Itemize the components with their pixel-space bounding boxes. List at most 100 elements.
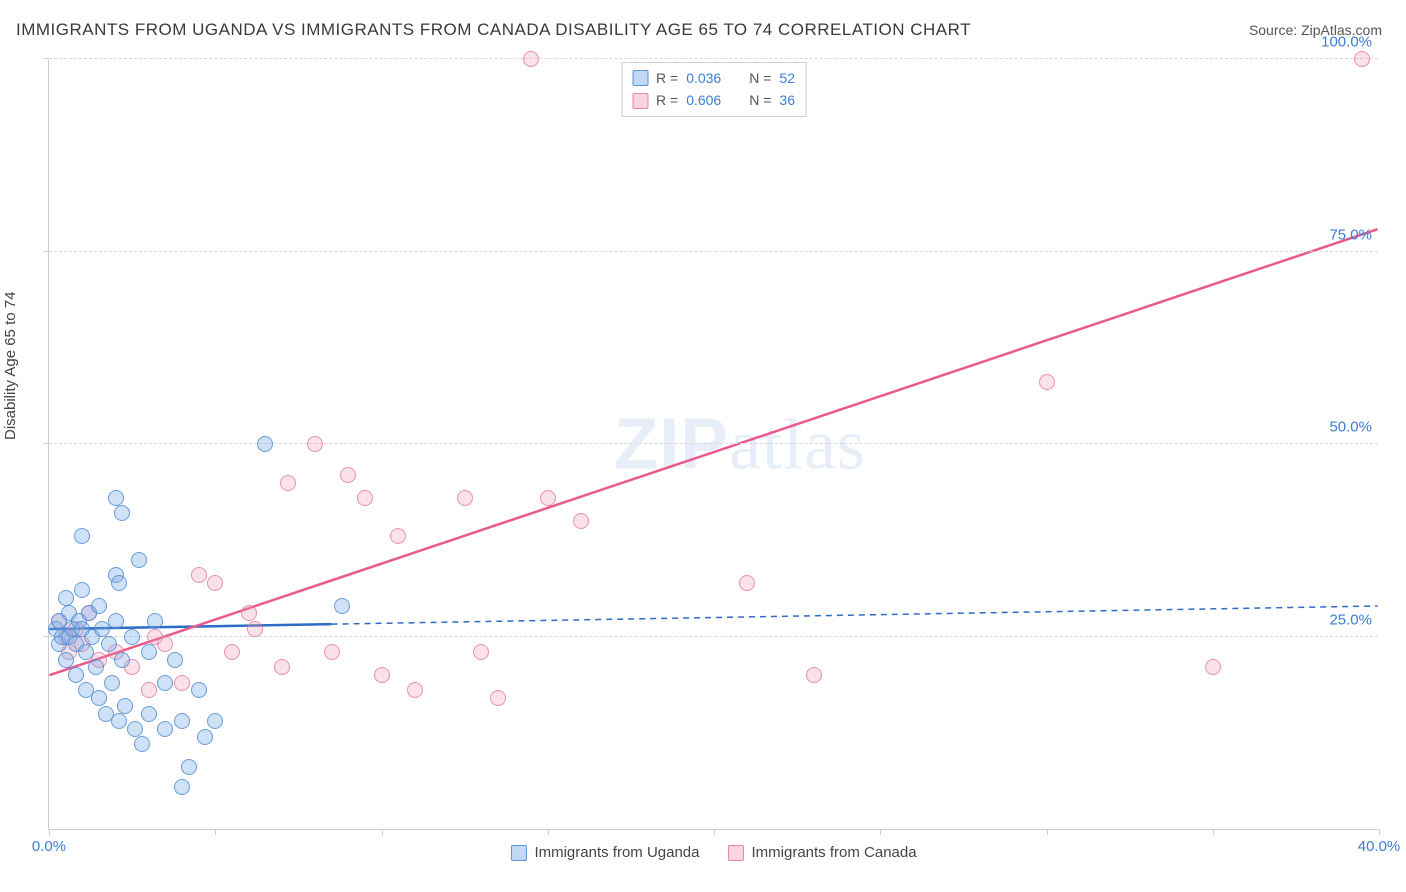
scatter-point-canada [739,575,755,591]
x-tick-label: 0.0% [32,838,66,855]
gridline [49,251,1378,252]
chart-title: IMMIGRANTS FROM UGANDA VS IMMIGRANTS FRO… [16,20,971,40]
scatter-point-canada [174,675,190,691]
scatter-point-canada [490,690,506,706]
scatter-point-uganda [207,713,223,729]
scatter-point-canada [340,467,356,483]
x-tick-mark [49,829,50,835]
x-tick-mark [548,829,549,835]
scatter-point-uganda [111,575,127,591]
r-label: R = [656,67,678,89]
scatter-point-canada [307,436,323,452]
scatter-point-canada [523,51,539,67]
scatter-point-uganda [58,590,74,606]
y-axis-label: Disability Age 65 to 74 [2,292,19,440]
y-tick-mark [43,443,49,444]
scatter-point-uganda [117,698,133,714]
n-label: N = [749,67,771,89]
scatter-point-canada [457,490,473,506]
scatter-point-canada [1205,659,1221,675]
scatter-point-uganda [108,613,124,629]
scatter-point-canada [390,528,406,544]
chart-plot-area: ZIPatlas R = 0.036N = 52R = 0.606N = 36 … [48,60,1378,830]
r-value: 0.036 [686,67,721,89]
legend-series: Immigrants from Uganda Immigrants from Ca… [510,844,916,861]
legend-label: Immigrants from Uganda [534,844,699,861]
scatter-point-uganda [141,706,157,722]
gridline [49,443,1378,444]
trend-line [332,606,1378,624]
scatter-point-canada [573,513,589,529]
x-tick-mark [1379,829,1380,835]
scatter-point-uganda [134,736,150,752]
scatter-point-uganda [124,629,140,645]
scatter-point-uganda [127,721,143,737]
scatter-point-canada [191,567,207,583]
legend-swatch [632,70,648,86]
legend-label: Immigrants from Canada [752,844,917,861]
legend-swatch [510,845,526,861]
scatter-point-uganda [108,490,124,506]
scatter-point-uganda [111,713,127,729]
scatter-point-uganda [147,613,163,629]
n-label: N = [749,89,771,111]
scatter-point-uganda [58,652,74,668]
trend-lines-layer [49,60,1378,829]
legend-swatch [632,93,648,109]
scatter-point-uganda [334,598,350,614]
y-tick-label: 25.0% [1329,611,1372,628]
scatter-point-canada [247,621,263,637]
scatter-point-uganda [141,644,157,660]
legend-top-row: R = 0.606 N = 36 [632,89,795,111]
legend-bottom-item: Immigrants from Canada [728,844,917,861]
legend-correlation-box: R = 0.036 N = 52 R = 0.606 N = 36 [621,62,806,117]
scatter-point-canada [274,659,290,675]
scatter-point-uganda [68,667,84,683]
scatter-point-canada [806,667,822,683]
scatter-point-uganda [174,713,190,729]
x-tick-mark [1047,829,1048,835]
scatter-point-uganda [104,675,120,691]
scatter-point-canada [280,475,296,491]
scatter-point-uganda [91,690,107,706]
scatter-point-canada [473,644,489,660]
y-tick-mark [43,251,49,252]
scatter-point-canada [241,605,257,621]
scatter-point-canada [374,667,390,683]
r-value: 0.606 [686,89,721,111]
r-label: R = [656,89,678,111]
y-tick-label: 75.0% [1329,226,1372,243]
x-tick-mark [382,829,383,835]
scatter-point-canada [407,682,423,698]
scatter-point-uganda [78,644,94,660]
y-tick-label: 100.0% [1321,34,1372,51]
x-tick-mark [1213,829,1214,835]
scatter-point-canada [540,490,556,506]
x-tick-mark [714,829,715,835]
scatter-point-uganda [257,436,273,452]
scatter-point-uganda [74,582,90,598]
scatter-point-uganda [157,675,173,691]
x-tick-label: 40.0% [1358,838,1401,855]
scatter-point-uganda [181,759,197,775]
scatter-point-uganda [157,721,173,737]
scatter-point-canada [207,575,223,591]
scatter-point-uganda [114,505,130,521]
scatter-point-canada [224,644,240,660]
n-value: 52 [779,67,795,89]
y-tick-label: 50.0% [1329,419,1372,436]
scatter-point-canada [1354,51,1370,67]
gridline [49,58,1378,59]
scatter-point-canada [1039,374,1055,390]
legend-bottom-item: Immigrants from Uganda [510,844,699,861]
scatter-point-uganda [91,598,107,614]
scatter-point-uganda [114,652,130,668]
y-tick-mark [43,636,49,637]
x-tick-mark [880,829,881,835]
legend-swatch [728,845,744,861]
scatter-point-uganda [191,682,207,698]
scatter-point-uganda [197,729,213,745]
scatter-point-canada [141,682,157,698]
n-value: 36 [779,89,795,111]
scatter-point-uganda [88,659,104,675]
